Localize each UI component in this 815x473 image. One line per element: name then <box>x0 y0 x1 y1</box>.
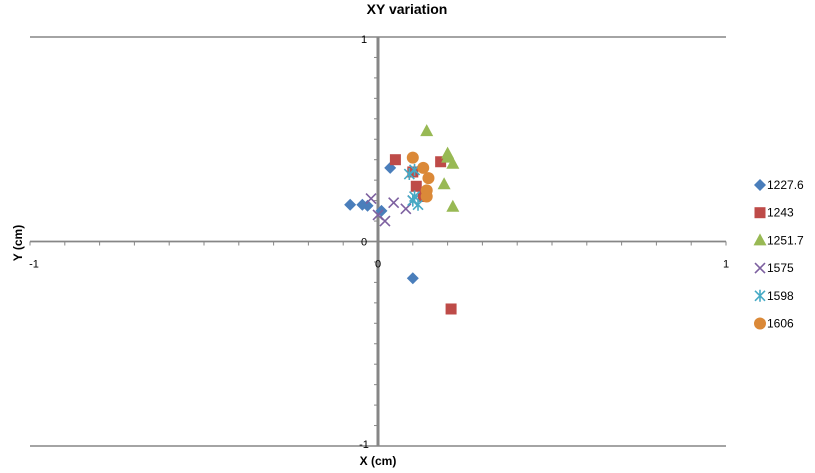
y-axis-title: Y (cm) <box>11 225 25 261</box>
legend-marker-2 <box>753 233 767 246</box>
legend-label-4: 1598 <box>767 289 794 303</box>
point-series-1-4 <box>435 156 447 168</box>
point-series-3-2 <box>379 215 391 227</box>
y-tick-label-1: 0 <box>361 237 367 249</box>
point-series-5-2 <box>422 172 435 185</box>
legend-label-5: 1606 <box>767 317 794 331</box>
legend-label-2: 1251.7 <box>767 233 804 247</box>
axes <box>29 36 727 447</box>
legend-marker-3 <box>754 262 766 274</box>
legend-label-3: 1575 <box>767 261 794 275</box>
legend: 1227.6 1243 1251.7 1575 1598 1606 <box>753 178 804 331</box>
x-tick-label-1: 0 <box>375 259 381 271</box>
point-series-4-3 <box>412 198 424 211</box>
legend-label-0: 1227.6 <box>767 178 804 192</box>
x-tick-label-0: -1 <box>29 259 39 271</box>
point-series-1-2 <box>410 180 422 192</box>
y-tick-label-0: -1 <box>359 439 369 451</box>
point-series-2-5 <box>446 199 460 212</box>
tick-labels: -1 0 1 -1 0 1 <box>29 34 729 451</box>
point-series-5-4 <box>420 190 433 203</box>
legend-label-1: 1243 <box>767 206 794 220</box>
point-series-2-4 <box>446 156 460 169</box>
legend-marker-5 <box>754 317 766 330</box>
point-series-3-0 <box>365 192 377 205</box>
point-series-5-0 <box>406 151 419 164</box>
legend-marker-1 <box>754 207 766 219</box>
point-series-1-5 <box>445 303 457 315</box>
point-series-2-1 <box>437 177 451 190</box>
point-series-5-1 <box>417 161 430 174</box>
point-series-1-0 <box>389 154 401 166</box>
x-tick-label-2: 1 <box>723 259 729 271</box>
point-series-3-3 <box>388 197 400 209</box>
point-series-2-3 <box>441 146 455 159</box>
point-series-3-4 <box>400 203 412 215</box>
data-points <box>344 124 460 315</box>
point-series-0-0 <box>344 198 357 211</box>
point-series-0-5 <box>406 272 419 285</box>
x-axis-title: X (cm) <box>360 454 397 468</box>
y-tick-label-2: 1 <box>361 34 367 46</box>
point-series-2-0 <box>420 124 434 137</box>
point-series-0-2 <box>361 199 374 212</box>
chart-title: XY variation <box>367 1 448 17</box>
legend-marker-0 <box>754 179 766 191</box>
legend-marker-4 <box>754 289 766 302</box>
